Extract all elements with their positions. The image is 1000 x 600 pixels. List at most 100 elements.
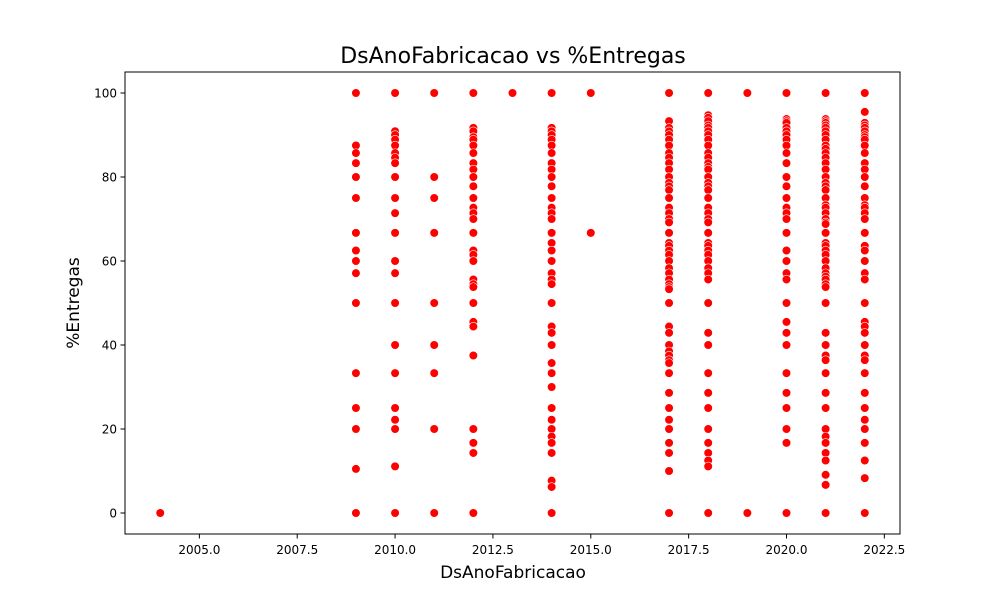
data-point [664, 284, 674, 294]
data-point [429, 228, 439, 238]
data-point [547, 214, 557, 224]
data-point [664, 438, 674, 448]
data-point [547, 328, 557, 338]
data-point [390, 88, 400, 98]
data-point [351, 424, 361, 434]
data-point [781, 181, 792, 191]
data-point [351, 148, 361, 158]
data-point [664, 466, 674, 476]
data-point [547, 256, 557, 266]
data-point [468, 282, 478, 292]
data-point [860, 455, 870, 466]
y-axis-label: %Entregas [64, 257, 84, 349]
data-point [468, 214, 478, 224]
data-point [390, 424, 400, 434]
data-point [860, 228, 870, 238]
data-point [429, 172, 439, 182]
data-point [155, 508, 165, 518]
data-point [781, 438, 792, 448]
data-point [429, 340, 439, 350]
data-point [468, 193, 478, 203]
data-point [390, 368, 400, 378]
data-point [468, 256, 478, 266]
data-point [468, 298, 478, 308]
data-point [860, 274, 870, 285]
data-point [429, 424, 439, 434]
data-point [781, 340, 792, 350]
data-point [351, 158, 361, 168]
data-point [781, 274, 792, 285]
data-point [860, 368, 870, 378]
data-point [860, 424, 870, 434]
data-point [781, 298, 792, 308]
data-point [860, 214, 870, 224]
data-point [547, 193, 557, 203]
data-point [468, 321, 478, 332]
data-point [429, 508, 439, 518]
data-point [351, 298, 361, 308]
data-point [860, 403, 870, 413]
data-point [860, 473, 870, 483]
data-point [351, 228, 361, 238]
data-point [664, 368, 674, 378]
data-point [547, 438, 557, 448]
data-point [781, 214, 792, 224]
chart-title: DsAnoFabricacao vs %Entregas [340, 44, 686, 69]
data-point [664, 298, 674, 308]
data-point [781, 193, 792, 203]
data-point [468, 448, 478, 458]
data-point [860, 355, 870, 365]
data-point [781, 317, 792, 327]
data-point [821, 355, 831, 365]
data-point [351, 245, 361, 256]
data-point [821, 282, 831, 292]
x-axis-label: DsAnoFabricacao [440, 563, 586, 583]
data-point [703, 193, 713, 203]
x-tick-label: 2015.0 [570, 543, 612, 557]
data-point [390, 461, 400, 471]
data-point [860, 298, 870, 308]
data-point [664, 403, 674, 413]
data-point [860, 181, 870, 191]
x-tick-label: 2007.5 [276, 543, 318, 557]
data-point [547, 340, 557, 350]
data-point [703, 88, 713, 98]
data-point [703, 185, 713, 195]
x-tick-label: 2005.0 [178, 543, 220, 557]
data-point [547, 148, 557, 158]
data-point [468, 172, 478, 182]
data-point [821, 388, 831, 398]
data-point [547, 279, 557, 289]
data-point [468, 88, 478, 98]
data-point [703, 424, 713, 434]
y-tick-label: 60 [102, 254, 117, 268]
data-point [703, 340, 713, 350]
data-point [664, 328, 674, 338]
data-point [664, 228, 674, 238]
data-point [860, 172, 870, 182]
data-point [821, 480, 831, 490]
data-point [390, 298, 400, 308]
data-point [547, 482, 557, 492]
data-point [468, 350, 478, 361]
data-point [468, 148, 478, 158]
data-point [547, 368, 557, 378]
data-point [429, 88, 439, 98]
data-point [351, 268, 361, 278]
data-point [860, 508, 870, 518]
x-tick-label: 2010.0 [374, 543, 416, 557]
data-point [429, 298, 439, 308]
data-point [351, 368, 361, 378]
data-point [351, 256, 361, 266]
data-point [547, 245, 557, 256]
data-point [781, 256, 792, 266]
data-point [586, 88, 596, 98]
y-tick-label: 20 [102, 422, 117, 436]
data-point [821, 455, 831, 466]
data-point [821, 403, 831, 413]
data-point [821, 340, 831, 350]
data-point [547, 382, 557, 392]
data-point [860, 438, 870, 448]
y-axis-ticks: 0 20 40 60 80 100 [94, 86, 125, 520]
